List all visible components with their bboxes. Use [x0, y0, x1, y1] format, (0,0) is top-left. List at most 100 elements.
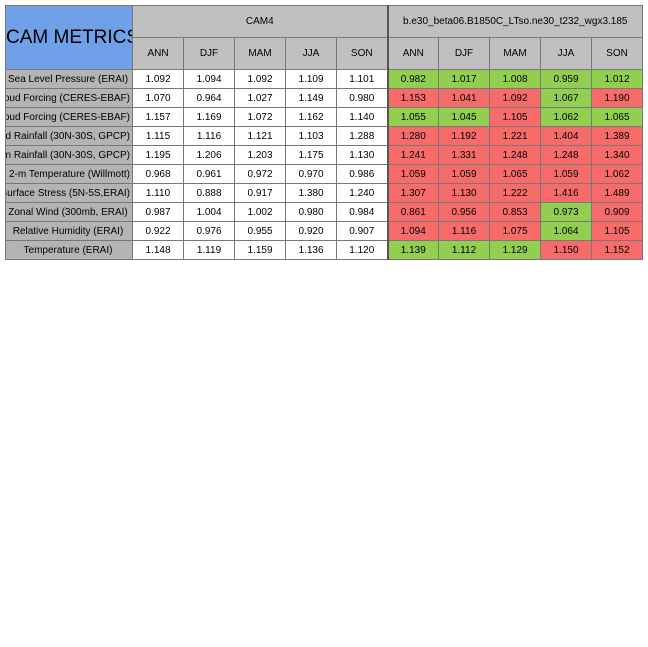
cam4-value-cell: 0.922: [132, 221, 184, 241]
metric-name: LW Cloud Forcing (CERES-EBAF): [7, 111, 131, 123]
season-header-test-djf: DJF: [438, 37, 490, 70]
cam4-value-cell: 1.103: [285, 126, 337, 146]
test-value-cell-bad: 1.152: [590, 240, 644, 260]
test-value-cell-bad: 1.331: [438, 145, 490, 165]
cam-metrics-table: CAM METRICS CAM4 b.e30_beta06.B1850C_LTs…: [5, 5, 644, 260]
test-value-cell-bad: 1.130: [438, 183, 490, 203]
season-header-cam4-djf: DJF: [183, 37, 235, 70]
cam4-value-cell: 0.986: [336, 164, 388, 184]
cam4-value-cell: 1.004: [183, 202, 235, 222]
season-header-row: ANN DJF MAM JJA SON ANN DJF MAM JJA SON: [6, 37, 644, 70]
cam4-value-cell: 1.121: [234, 126, 286, 146]
metric-name-cell: LW Cloud Forcing (CERES-EBAF): [5, 107, 133, 127]
test-value-cell-bad: 1.059: [386, 164, 439, 184]
metric-name-cell: Ocean Rainfall (30N-30S, GPCP): [5, 145, 133, 165]
test-value-cell-good: 0.982: [386, 69, 439, 89]
metric-name-cell: SW Cloud Forcing (CERES-EBAF): [5, 88, 133, 108]
test-value-cell-bad: 1.340: [590, 145, 644, 165]
cam4-value-cell: 0.980: [285, 202, 337, 222]
test-value-cell-bad: 1.416: [540, 183, 592, 203]
test-value-cell-good: 1.112: [438, 240, 490, 260]
cam4-value-cell: 1.072: [234, 107, 286, 127]
season-header-test-jja: JJA: [540, 37, 592, 70]
cam4-value-cell: 1.119: [183, 240, 235, 260]
cam4-value-cell: 1.130: [336, 145, 388, 165]
cam4-value-cell: 1.110: [132, 183, 184, 203]
cam4-value-cell: 1.195: [132, 145, 184, 165]
cam4-value-cell: 0.970: [285, 164, 337, 184]
test-value-cell-bad: 1.116: [438, 221, 490, 241]
metric-rows: Sea Level Pressure (ERAI) 1.092 1.094 1.092…: [5, 69, 644, 260]
test-value-cell-bad: 1.404: [540, 126, 592, 146]
test-value-cell-bad: 1.059: [438, 164, 490, 184]
metric-name: Land 2-m Temperature (Willmott): [7, 168, 131, 180]
cam4-value-cell: 1.169: [183, 107, 235, 127]
table-row: LW Cloud Forcing (CERES-EBAF)1.1571.1691…: [5, 107, 644, 127]
season-header-cam4-ann: ANN: [132, 37, 184, 70]
test-value-cell-bad: 0.909: [590, 202, 644, 222]
table-row: Land 2-m Temperature (Willmott)0.9680.96…: [5, 164, 644, 184]
test-value-cell-good: 0.959: [540, 69, 592, 89]
table-row: Relative Humidity (ERAI) 0.922 0.976 0.955 0…: [5, 221, 644, 241]
cam4-value-cell: 1.203: [234, 145, 286, 165]
cam4-value-cell: 0.980: [336, 88, 388, 108]
season-header-cam4-jja: JJA: [285, 37, 337, 70]
cam4-value-cell: 1.101: [336, 69, 388, 89]
metric-name-cell: Temperature (ERAI): [5, 240, 133, 260]
test-value-cell-good: 1.045: [438, 107, 490, 127]
test-value-cell-good: 1.065: [590, 107, 644, 127]
test-value-cell-bad: 1.094: [386, 221, 439, 241]
group-header-test-run: b.e30_beta06.B1850C_LTso.ne30_t232_wgx3.…: [386, 5, 644, 38]
test-value-cell-bad: 1.075: [489, 221, 541, 241]
metric-name: Sea Level Pressure (ERAI): [7, 73, 129, 85]
test-value-cell-good: 1.129: [489, 240, 541, 260]
test-value-cell-bad: 1.065: [489, 164, 541, 184]
season-header-cam4-mam: MAM: [234, 37, 286, 70]
cam4-value-cell: 0.972: [234, 164, 286, 184]
cam4-value-cell: 1.162: [285, 107, 337, 127]
test-value-cell-good: 0.973: [540, 202, 592, 222]
test-value-cell-bad: 1.059: [540, 164, 592, 184]
metric-name: Ocean Rainfall (30N-30S, GPCP): [5, 149, 131, 161]
metric-name-cell: Relative Humidity (ERAI): [5, 221, 133, 241]
test-value-cell-bad: 1.222: [489, 183, 541, 203]
cam4-value-cell: 1.175: [285, 145, 337, 165]
cam4-value-cell: 0.907: [336, 221, 388, 241]
test-value-cell-bad: 0.853: [489, 202, 541, 222]
cam4-value-cell: 0.987: [132, 202, 184, 222]
cam4-value-cell: 1.136: [285, 240, 337, 260]
metric-name-cell: Land Rainfall (30N-30S, GPCP): [5, 126, 133, 146]
season-header-test-mam: MAM: [489, 37, 541, 70]
cam4-value-cell: 1.092: [234, 69, 286, 89]
cam4-value-cell: 1.116: [183, 126, 235, 146]
cam4-value-cell: 1.027: [234, 88, 286, 108]
test-value-cell-good: 1.008: [489, 69, 541, 89]
cam4-value-cell: 1.148: [132, 240, 184, 260]
test-value-cell-bad: 1.307: [386, 183, 439, 203]
table-row: Pacific Surface Stress (5N-5S,ERAI)1.110…: [5, 183, 644, 203]
test-value-cell-good: 1.017: [438, 69, 490, 89]
cam4-value-cell: 1.157: [132, 107, 184, 127]
cam4-value-cell: 1.288: [336, 126, 388, 146]
test-value-cell-bad: 1.241: [386, 145, 439, 165]
test-value-cell-good: 1.064: [540, 221, 592, 241]
cam4-value-cell: 1.149: [285, 88, 337, 108]
test-value-cell-good: 1.062: [540, 107, 592, 127]
test-value-cell-bad: 1.105: [590, 221, 644, 241]
cam4-value-cell: 1.206: [183, 145, 235, 165]
metric-name: Land Rainfall (30N-30S, GPCP): [5, 130, 131, 142]
table-row: Ocean Rainfall (30N-30S, GPCP)1.1951.206…: [5, 145, 644, 165]
cam4-value-cell: 1.140: [336, 107, 388, 127]
table-row: Land Rainfall (30N-30S, GPCP)1.1151.1161…: [5, 126, 644, 146]
test-value-cell-bad: 1.153: [386, 88, 439, 108]
table-row: Zonal Wind (300mb, ERAI) 0.987 1.004 1.002 0…: [5, 202, 644, 222]
cam4-value-cell: 1.120: [336, 240, 388, 260]
cam4-value-cell: 0.984: [336, 202, 388, 222]
test-value-cell-good: 1.012: [590, 69, 644, 89]
cam4-value-cell: 1.159: [234, 240, 286, 260]
test-value-cell-bad: 1.150: [540, 240, 592, 260]
test-value-cell-good: 1.067: [540, 88, 592, 108]
cam4-value-cell: 0.976: [183, 221, 235, 241]
table-row: SW Cloud Forcing (CERES-EBAF)1.0700.9641…: [5, 88, 644, 108]
cam4-value-cell: 1.002: [234, 202, 286, 222]
